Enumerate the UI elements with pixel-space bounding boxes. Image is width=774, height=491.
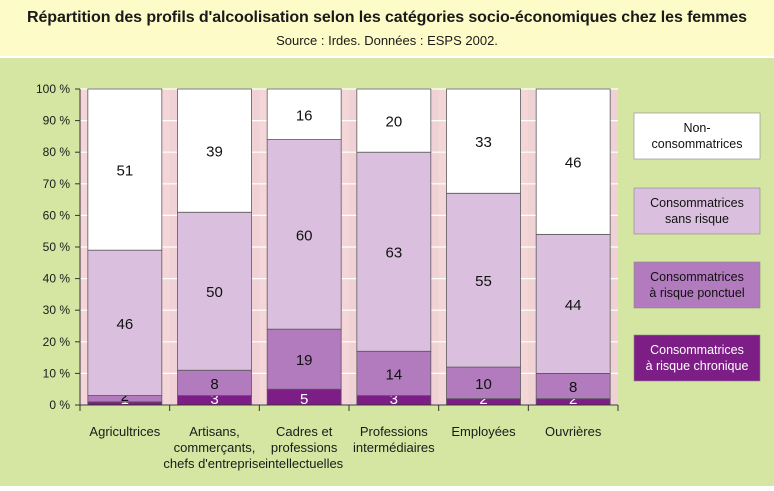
bar-segment bbox=[177, 211, 252, 371]
legend-label: à risque ponctuel bbox=[649, 286, 744, 300]
bar-segment bbox=[535, 233, 611, 374]
x-tick-label: intermédiaires bbox=[353, 440, 435, 455]
data-label: 51 bbox=[116, 163, 133, 180]
data-label: 2 bbox=[569, 391, 577, 408]
bar-segment bbox=[87, 249, 163, 396]
y-tick-label: 60 % bbox=[43, 208, 71, 222]
bar-segment bbox=[535, 88, 611, 235]
legend-label: Consommatrices bbox=[650, 343, 744, 357]
y-tick-label: 30 % bbox=[43, 303, 71, 317]
stacked-bar-chart: 0 % 10 % 20 % 30 % 40 % 50 % 60 % 70 % 80 % 90 % 1… bbox=[36, 82, 761, 471]
data-label: 8 bbox=[210, 376, 218, 393]
bar-segment bbox=[177, 88, 252, 213]
data-label: 20 bbox=[385, 114, 402, 131]
legend-label: Non- bbox=[683, 121, 710, 135]
data-label: 8 bbox=[569, 379, 577, 396]
bar-segment bbox=[177, 369, 252, 396]
bar-segment bbox=[356, 151, 432, 352]
data-label: 46 bbox=[116, 316, 133, 333]
legend-label: Consommatrices bbox=[650, 196, 744, 210]
bar-segment bbox=[266, 88, 342, 140]
y-tick-label: 40 % bbox=[43, 272, 71, 286]
data-label: 60 bbox=[296, 227, 313, 244]
x-tick-label: Artisans, bbox=[189, 424, 240, 439]
data-label: 2 bbox=[121, 388, 129, 405]
chart-subtitle: Source : Irdes. Données : ESPS 2002. bbox=[276, 33, 498, 48]
data-label: 55 bbox=[475, 273, 492, 290]
y-tick-label: 80 % bbox=[43, 145, 71, 159]
data-label: 19 bbox=[296, 352, 313, 369]
bar-segment bbox=[356, 350, 432, 396]
data-label: 5 bbox=[300, 391, 308, 408]
legend-label: à risque chronique bbox=[646, 359, 749, 373]
data-label: 10 bbox=[475, 376, 492, 393]
data-label: 50 bbox=[206, 284, 223, 301]
data-label: 16 bbox=[296, 107, 313, 124]
bar-segment bbox=[446, 192, 521, 368]
chart-title: Répartition des profils d'alcoolisation … bbox=[27, 9, 747, 26]
y-tick-label: 50 % bbox=[43, 240, 71, 254]
bar-segment bbox=[446, 366, 521, 400]
legend-swatch bbox=[633, 334, 761, 382]
chart-area: 0 % 10 % 20 % 30 % 40 % 50 % 60 % 70 % 80 % 90 % 1… bbox=[0, 58, 774, 486]
legend-swatch bbox=[633, 187, 761, 235]
y-tick-label: 100 % bbox=[36, 82, 70, 96]
x-tick-label: Professions bbox=[360, 424, 428, 439]
bar-segment bbox=[266, 328, 342, 390]
y-tick-label: 90 % bbox=[43, 114, 71, 128]
x-tick-label: Agricultrices bbox=[89, 424, 160, 439]
legend-swatch bbox=[633, 112, 761, 160]
bar-segment bbox=[446, 88, 521, 194]
data-label: 39 bbox=[206, 144, 223, 161]
y-tick-label: 0 % bbox=[49, 398, 70, 412]
legend-swatch bbox=[633, 261, 761, 309]
bar-segment bbox=[356, 88, 432, 153]
y-tick-label: 20 % bbox=[43, 335, 71, 349]
chart-header: Répartition des profils d'alcoolisation … bbox=[0, 0, 774, 56]
data-label: 14 bbox=[385, 366, 402, 383]
data-label: 44 bbox=[565, 297, 582, 314]
legend-label: sans risque bbox=[665, 212, 729, 226]
x-tick-label: Cadres et bbox=[276, 424, 333, 439]
data-label: 63 bbox=[385, 245, 402, 262]
data-label: 33 bbox=[475, 134, 492, 151]
x-tick-label: intellectuelles bbox=[265, 456, 344, 471]
data-label: 2 bbox=[479, 391, 487, 408]
x-tick-label: Ouvrières bbox=[545, 424, 602, 439]
bar-segment bbox=[266, 139, 342, 330]
data-label: 46 bbox=[565, 155, 582, 172]
bar-segment bbox=[535, 372, 611, 400]
y-tick-label: 70 % bbox=[43, 177, 71, 191]
bar-segment bbox=[87, 88, 163, 251]
x-tick-label: Employées bbox=[451, 424, 516, 439]
legend-label: consommatrices bbox=[652, 137, 743, 151]
x-tick-label: chefs d'entreprise bbox=[163, 456, 265, 471]
legend-label: Consommatrices bbox=[650, 270, 744, 284]
data-label: 3 bbox=[210, 391, 218, 408]
x-tick-label: commerçants, bbox=[174, 440, 256, 455]
data-label: 3 bbox=[390, 391, 398, 408]
y-tick-label: 10 % bbox=[43, 366, 71, 380]
x-tick-label: professions bbox=[271, 440, 338, 455]
